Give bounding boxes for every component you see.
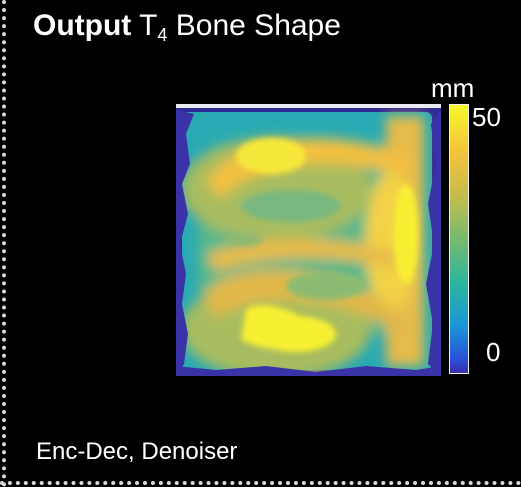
colorbar-min-label: 0 — [486, 337, 501, 367]
colorbar-max-label: 50 — [472, 102, 501, 132]
colorbar-unit: mm — [431, 73, 475, 103]
bone-shape-heatmap — [176, 104, 441, 376]
title-subscript: 4 — [157, 25, 168, 45]
panel-title: Output T4 Bone Shape — [33, 6, 341, 46]
title-symbol: T — [139, 9, 158, 42]
dotted-border-left — [2, 0, 6, 487]
title-rest: Bone Shape — [175, 9, 341, 42]
colorbar-gradient — [449, 104, 469, 374]
title-bold-word: Output — [33, 9, 132, 42]
method-caption: Enc-Dec, Denoiser — [36, 438, 238, 465]
dotted-border-bottom — [0, 481, 521, 485]
